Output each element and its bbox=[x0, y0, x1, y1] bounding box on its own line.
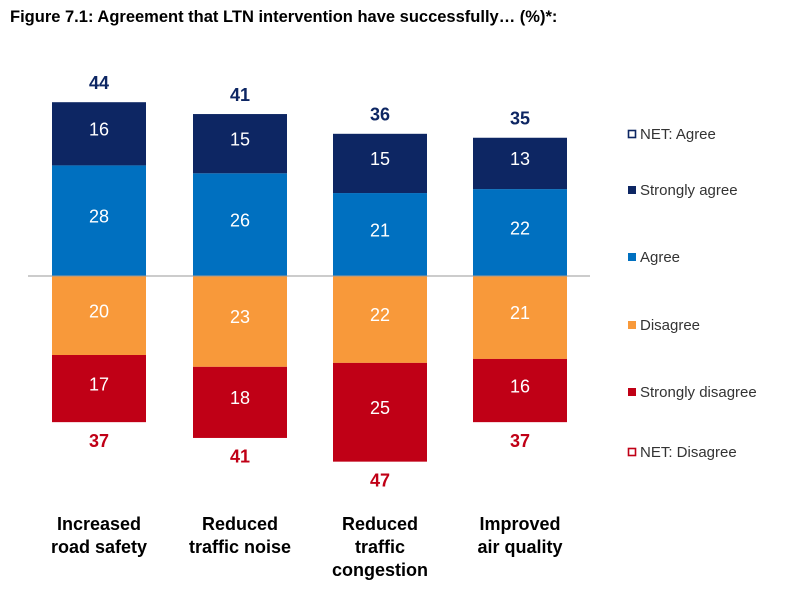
chart-title: Figure 7.1: Agreement that LTN intervent… bbox=[10, 8, 558, 26]
category-label-0: Increased road safety bbox=[51, 514, 147, 557]
category-label-1: Reduced traffic noise bbox=[189, 514, 291, 557]
value-label-strongly-disagree-1: 18 bbox=[230, 388, 250, 408]
legend-item-net-disagree: NET: Disagree bbox=[627, 444, 737, 461]
net-disagree-label-3: 37 bbox=[510, 431, 530, 451]
legend-label-disagree: Disagree bbox=[640, 317, 700, 334]
bar-strongly-agree-1 bbox=[193, 114, 287, 174]
bar-disagree-0 bbox=[52, 276, 146, 355]
legend-swatch-net-disagree bbox=[627, 447, 637, 457]
legend-item-disagree: Disagree bbox=[628, 317, 700, 334]
value-label-disagree-1: 23 bbox=[230, 307, 250, 327]
legend-swatch-strongly-agree bbox=[628, 186, 636, 194]
value-label-strongly-disagree-3: 16 bbox=[510, 376, 530, 396]
bars-group bbox=[52, 102, 567, 462]
value-label-strongly-agree-2: 15 bbox=[370, 149, 390, 169]
bar-strongly-agree-2 bbox=[333, 133, 427, 194]
category-label-3: Improved air quality bbox=[477, 514, 562, 557]
value-label-strongly-agree-0: 16 bbox=[89, 120, 109, 140]
net-agree-label-3: 35 bbox=[510, 109, 530, 129]
legend-swatch-strongly-disagree bbox=[628, 388, 636, 396]
legend: NET: Agree Strongly agree Agree Disagree Str… bbox=[627, 126, 757, 461]
net-agree-label-2: 36 bbox=[370, 105, 390, 125]
net-disagree-label-1: 41 bbox=[230, 447, 250, 467]
value-label-strongly-agree-3: 13 bbox=[510, 149, 530, 169]
legend-item-agree: Agree bbox=[628, 249, 680, 266]
value-label-agree-2: 21 bbox=[370, 220, 390, 240]
value-label-disagree-0: 20 bbox=[89, 301, 109, 321]
category-label-2: Reduced traffic congestion bbox=[332, 514, 428, 580]
legend-swatch-net-agree bbox=[627, 129, 637, 139]
value-label-strongly-agree-1: 15 bbox=[230, 129, 250, 149]
value-label-strongly-disagree-2: 25 bbox=[370, 398, 390, 418]
bar-strongly-disagree-2 bbox=[333, 362, 427, 462]
value-label-disagree-3: 21 bbox=[510, 303, 530, 323]
net-disagree-label-2: 47 bbox=[370, 470, 390, 490]
bar-agree-3 bbox=[473, 189, 567, 276]
net-disagree-label-0: 37 bbox=[89, 431, 109, 451]
bar-strongly-disagree-1 bbox=[193, 366, 287, 438]
value-label-agree-1: 26 bbox=[230, 210, 250, 230]
legend-swatch-agree bbox=[628, 253, 636, 261]
bar-agree-0 bbox=[52, 165, 146, 276]
legend-label-strongly-agree: Strongly agree bbox=[640, 182, 738, 199]
value-label-agree-3: 22 bbox=[510, 218, 530, 238]
legend-label-agree: Agree bbox=[640, 249, 680, 266]
legend-item-strongly-agree: Strongly agree bbox=[628, 182, 738, 199]
net-agree-label-1: 41 bbox=[230, 85, 250, 105]
value-label-strongly-disagree-0: 17 bbox=[89, 374, 109, 394]
bar-agree-1 bbox=[193, 173, 287, 276]
value-label-agree-0: 28 bbox=[89, 206, 109, 226]
bar-disagree-2 bbox=[333, 276, 427, 363]
bar-disagree-3 bbox=[473, 276, 567, 359]
net-agree-label-0: 44 bbox=[89, 73, 109, 93]
bar-strongly-disagree-3 bbox=[473, 358, 567, 423]
legend-label-net-agree: NET: Agree bbox=[640, 126, 716, 143]
legend-item-net-agree: NET: Agree bbox=[627, 126, 716, 143]
legend-item-strongly-disagree: Strongly disagree bbox=[628, 384, 757, 401]
bar-strongly-agree-3 bbox=[473, 137, 567, 190]
value-label-disagree-2: 22 bbox=[370, 305, 390, 325]
bar-disagree-1 bbox=[193, 276, 287, 367]
legend-swatch-disagree bbox=[628, 321, 636, 329]
bar-agree-2 bbox=[333, 193, 427, 276]
bar-strongly-disagree-0 bbox=[52, 355, 146, 423]
legend-label-net-disagree: NET: Disagree bbox=[640, 444, 737, 461]
labels-group: 28 16 20 17 44 37 Increased road safety 26 15 23 18… bbox=[51, 73, 563, 580]
bar-strongly-agree-0 bbox=[52, 102, 146, 166]
legend-label-strongly-disagree: Strongly disagree bbox=[640, 384, 757, 401]
